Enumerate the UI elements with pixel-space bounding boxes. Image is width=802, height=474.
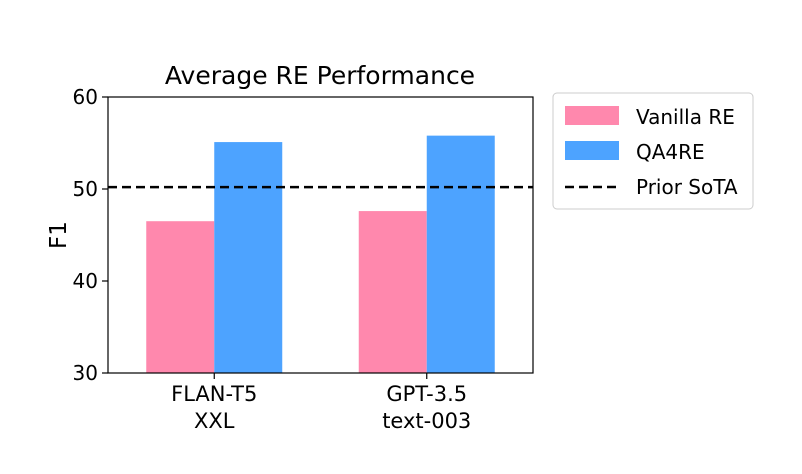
y-tick-label: 30 <box>73 361 98 385</box>
y-tick-label: 40 <box>73 269 98 293</box>
bar-qa4re-gpt-3-5 <box>426 135 495 373</box>
y-tick-label: 60 <box>73 85 98 109</box>
legend-label-prior-sota: Prior SoTA <box>636 175 738 199</box>
bar-qa4re-flan-t5 <box>214 142 283 373</box>
y-axis-ticks: 30 40 50 60 <box>73 85 108 385</box>
legend: Vanilla RE QA4RE Prior SoTA <box>552 92 754 210</box>
x-tick-label-flan-t5: FLAN-T5 XXL <box>171 382 257 433</box>
bar-vanilla-re-flan-t5 <box>146 221 215 373</box>
legend-label-qa4re: QA4RE <box>636 140 705 164</box>
bars-group <box>146 135 495 373</box>
x-tick-label-gpt-3-5: GPT-3.5 text-003 <box>382 382 471 433</box>
x-axis-ticks: FLAN-T5 XXL GPT-3.5 text-003 <box>171 373 471 433</box>
chart-title: Average RE Performance <box>165 61 475 90</box>
legend-swatch-vanilla-re <box>565 106 619 125</box>
y-axis-label: F1 <box>46 221 72 249</box>
legend-swatch-qa4re <box>565 141 619 160</box>
bar-vanilla-re-gpt-3-5 <box>358 211 427 373</box>
y-tick-label: 50 <box>73 177 98 201</box>
plot-frame <box>107 96 534 374</box>
legend-label-vanilla-re: Vanilla RE <box>636 105 735 129</box>
